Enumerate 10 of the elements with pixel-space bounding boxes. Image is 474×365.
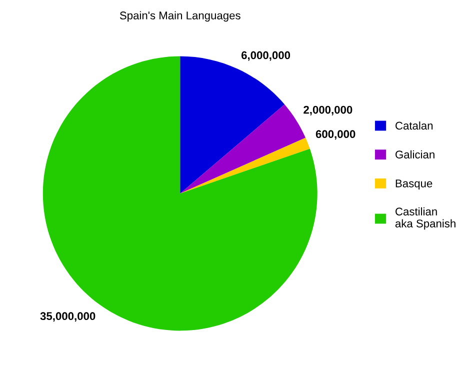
data-label: 6,000,000 (241, 51, 290, 61)
pie-slice (180, 138, 310, 194)
data-label: 600,000 (316, 130, 356, 140)
legend-label: Galician (396, 150, 434, 158)
chart-title: Spain's Main Languages (120, 11, 240, 22)
legend-label: Basque (396, 180, 432, 190)
legend-label: Catalan (396, 121, 433, 130)
data-label: 2,000,000 (304, 106, 352, 116)
legend-label: Castilian aka Spanish (395, 207, 456, 230)
data-label: 35,000,000 (40, 312, 96, 322)
